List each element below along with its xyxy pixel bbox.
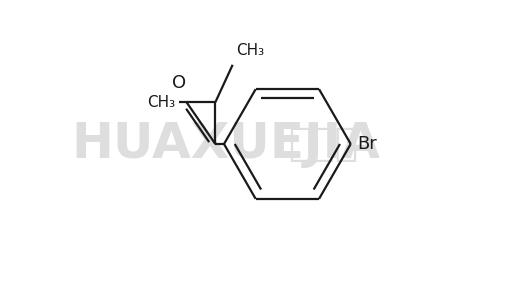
Text: Br: Br — [357, 135, 376, 153]
Text: CH₃: CH₃ — [237, 43, 265, 58]
Text: O: O — [172, 74, 187, 92]
Text: HUAXUEJIA: HUAXUEJIA — [71, 120, 380, 168]
Text: 化学加: 化学加 — [288, 125, 358, 163]
Text: CH₃: CH₃ — [147, 95, 175, 110]
